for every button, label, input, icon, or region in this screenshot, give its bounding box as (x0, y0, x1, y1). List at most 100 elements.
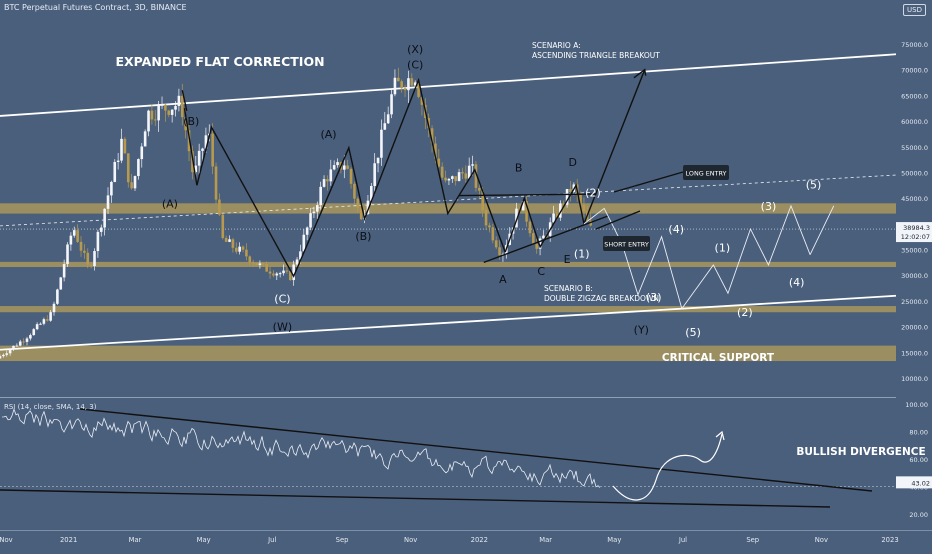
candle-body (565, 189, 569, 205)
candle-body (319, 186, 322, 206)
price-tick-label: 75000.0 (901, 41, 928, 49)
wave-label: (B) (355, 230, 371, 243)
candle-body (231, 239, 235, 248)
candle-body (302, 234, 306, 252)
wave-label: (4) (668, 223, 684, 236)
price-tick-label: 30000.0 (901, 272, 928, 280)
candle-body (164, 104, 167, 111)
candle-body (153, 119, 157, 121)
candle-body (177, 95, 181, 106)
wave-label: (4) (789, 276, 805, 289)
wave-path-w (183, 77, 506, 278)
candle-body (160, 104, 164, 106)
candle-body (211, 133, 214, 167)
price-tick-label: 25000.0 (901, 298, 928, 306)
candle-body (417, 82, 420, 97)
candle-body (535, 243, 539, 249)
price-tick-label: 55000.0 (901, 144, 928, 152)
wave-label: (5) (685, 326, 701, 339)
candle-body (376, 157, 380, 164)
price-tick-label: 20000.0 (901, 324, 928, 332)
candle-body (326, 179, 329, 182)
rsi-pane (0, 398, 896, 530)
candle-body (123, 138, 127, 154)
candle-body (76, 230, 79, 242)
candle-body (167, 110, 171, 115)
candle-body (528, 221, 532, 234)
triangle-resistance-line (459, 193, 597, 197)
candle-body (491, 227, 495, 241)
candle-body (174, 105, 177, 110)
candle-body (370, 185, 373, 201)
candle-body (488, 225, 491, 228)
candle-body (282, 270, 285, 274)
wave-label: (Y) (634, 324, 649, 337)
time-tick-label: Mar (539, 536, 552, 544)
wave-label: (A) (162, 197, 178, 210)
wave-label: (3) (761, 200, 777, 213)
triangle-wave-path (504, 183, 585, 253)
candle-body (52, 303, 56, 313)
time-tick-label: Sep (746, 536, 759, 544)
candle-body (137, 159, 140, 177)
candle-body (346, 165, 349, 169)
candle-body (221, 214, 225, 238)
candle-body (373, 163, 376, 186)
candle-body (218, 199, 221, 215)
rsi-indicator-label[interactable]: RSI (14, close, SMA, 14, 3) (4, 403, 97, 411)
candle-body (336, 162, 339, 166)
wave-label: (2) (585, 187, 601, 200)
candle-body (342, 165, 346, 170)
candle-body (484, 209, 488, 226)
price-axis (896, 0, 932, 530)
candle-body (457, 172, 461, 182)
candle-body (39, 323, 42, 325)
candle-body (248, 256, 252, 263)
price-tick-label: 65000.0 (901, 92, 928, 100)
candle-body (32, 329, 36, 336)
candle-body (400, 81, 403, 89)
candle-body (187, 130, 191, 152)
short-entry-pointer (595, 210, 641, 230)
candle-body (579, 194, 582, 205)
candle-body (204, 135, 208, 149)
wave-label: (2) (737, 306, 753, 319)
rsi-value-tag[interactable] (896, 476, 932, 489)
candle-body (285, 270, 289, 272)
candle-body (315, 205, 319, 212)
candle-body (143, 131, 147, 147)
candle-body (532, 233, 535, 244)
candle-body (59, 277, 63, 290)
current-price-tag[interactable] (896, 222, 932, 243)
rsi-projection-arrowhead (715, 430, 725, 441)
currency-badge[interactable]: USD (903, 4, 926, 16)
time-tick-label: 2023 (881, 536, 898, 544)
wave-label: E (564, 253, 571, 266)
price-pane (0, 0, 896, 397)
candle-body (437, 158, 441, 167)
candle-body (251, 262, 255, 264)
candle-body (413, 82, 417, 86)
candle-body (562, 203, 566, 205)
candle-body (397, 77, 400, 82)
candle-body (214, 166, 218, 200)
candle-body (542, 235, 545, 239)
candle-body (0, 356, 2, 359)
wave-label: B (515, 161, 523, 174)
lower-channel-line (0, 294, 897, 351)
candle-body (407, 78, 410, 91)
rsi-tick-label: 60.00 (909, 456, 928, 464)
candle-body (25, 338, 29, 342)
candle-body (288, 271, 292, 281)
candle-body (498, 247, 501, 256)
wave-label: A (499, 273, 507, 286)
candle-body (126, 153, 130, 183)
time-axis (0, 530, 932, 550)
candle-body (430, 128, 434, 144)
long-entry-box (683, 165, 729, 180)
candle-body (147, 110, 150, 132)
candle-body (224, 237, 228, 242)
candle-body (474, 164, 478, 188)
